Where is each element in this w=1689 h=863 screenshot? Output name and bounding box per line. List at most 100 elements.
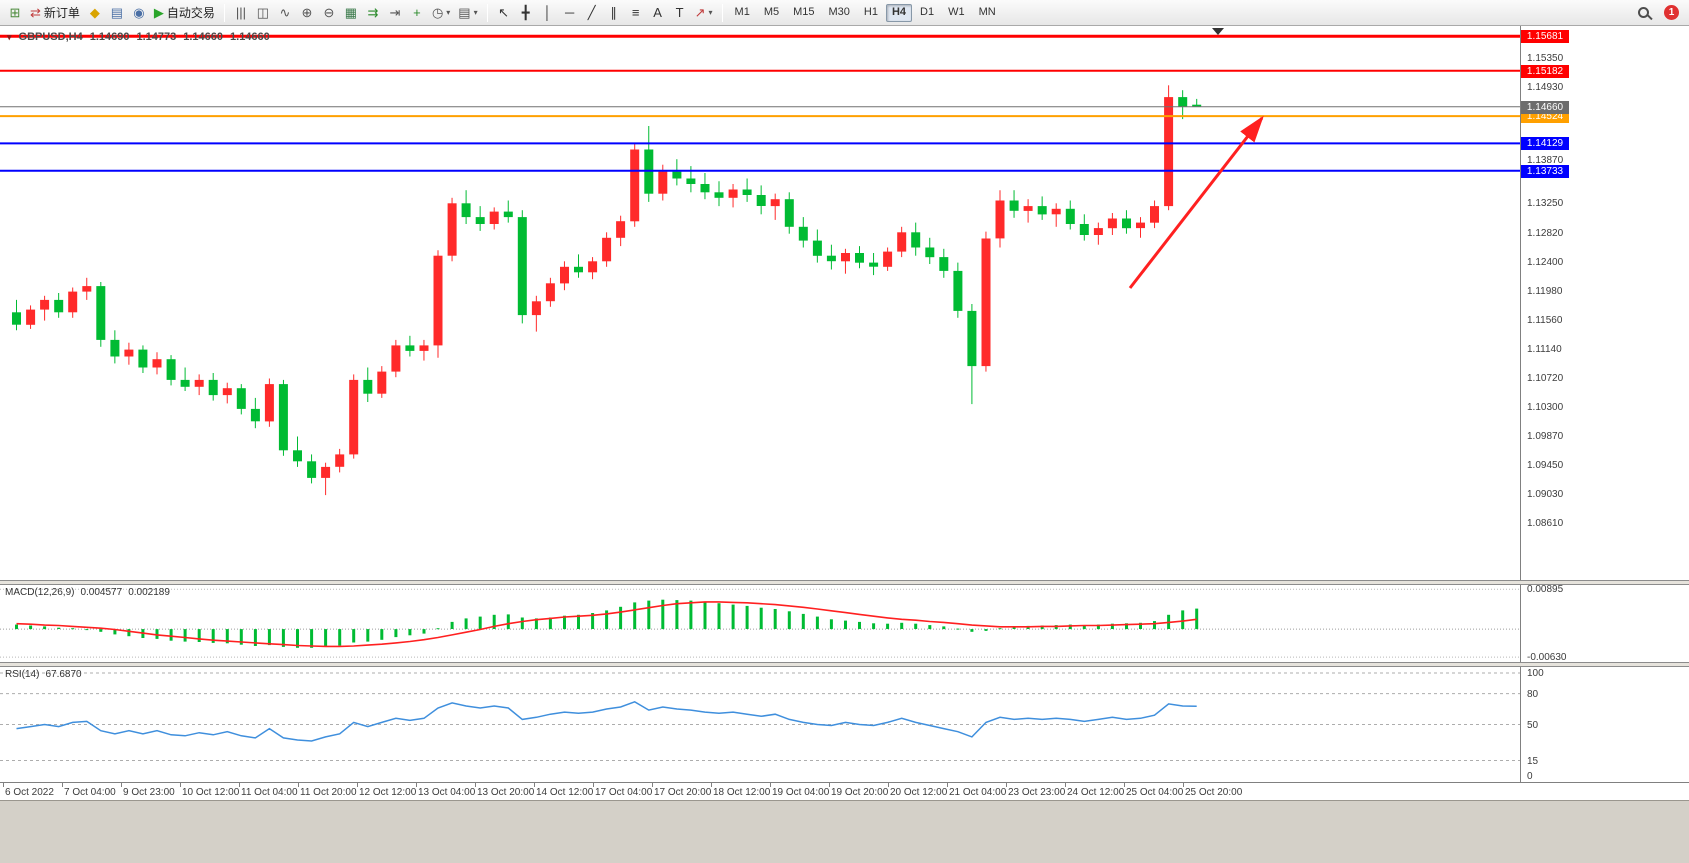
candle-body [883, 251, 893, 267]
pane-divider[interactable] [0, 662, 1689, 667]
bar-shift-marker [1212, 28, 1224, 35]
date-label: 23 Oct 23:00 [1008, 787, 1066, 798]
macd-histogram-bar [169, 629, 173, 641]
toolbar-right-cluster: 1 [1632, 2, 1685, 24]
chart-open: 1.14690 [89, 31, 130, 43]
timeframe-m1-button[interactable]: M1 [734, 5, 750, 18]
candle-body [574, 266, 583, 273]
chart-low: 1.14660 [183, 31, 224, 43]
rsi-pane[interactable] [0, 667, 1520, 782]
vertical-line-button[interactable]: │ [537, 2, 559, 24]
macd-histogram-bar [591, 613, 595, 629]
navigator-button[interactable]: ◉ [128, 2, 150, 24]
periods-button[interactable]: ◷ ▾ [428, 2, 454, 24]
timeframe-h1-button[interactable]: H1 [863, 5, 878, 18]
fibonacci-button[interactable]: ≡ [625, 2, 647, 24]
timeframe-h4-button[interactable]: H4 [885, 3, 913, 22]
date-tick [652, 783, 653, 787]
main-chart-pane[interactable] [0, 26, 1520, 580]
price-axis[interactable] [1520, 26, 1689, 800]
macd-pane[interactable] [0, 585, 1520, 662]
macd-histogram-bar [1040, 625, 1044, 630]
macd-axis-label: 0.00895 [1527, 584, 1564, 595]
candle-body [96, 286, 106, 340]
search-button[interactable] [1632, 2, 1654, 24]
price-axis-label: 1.13870 [1527, 155, 1564, 166]
status-strip [0, 800, 1689, 863]
macd-histogram-bar [127, 629, 131, 637]
line-chart-button[interactable]: ∿ [274, 2, 296, 24]
price-axis-label: 1.11980 [1527, 286, 1563, 297]
price-line-badge: 1.13733 [1521, 165, 1569, 178]
zoom-out-button[interactable]: ⊖ [318, 2, 340, 24]
timeframe-m30-button[interactable]: M30 [828, 5, 850, 18]
new-order-button[interactable]: ⇄ 新订单 [26, 2, 84, 24]
text-label-button[interactable]: T [669, 2, 691, 24]
crosshair-button[interactable]: ╋ [515, 2, 537, 24]
candle-body [700, 184, 710, 193]
indicators-button[interactable]: + [406, 2, 428, 24]
date-label: 19 Oct 20:00 [831, 787, 889, 798]
text-button[interactable]: A [647, 2, 669, 24]
metaeditor-button[interactable]: ◆ [84, 2, 106, 24]
price-axis-label: 1.10720 [1527, 373, 1564, 384]
macd-histogram-bar [422, 629, 426, 634]
macd-histogram-bar [872, 623, 876, 630]
trend-arrow-object[interactable] [1128, 115, 1264, 289]
trendline-button[interactable]: ╱ [581, 2, 603, 24]
macd-histogram-bar [1181, 610, 1185, 630]
macd-histogram-bar [155, 629, 159, 639]
rsi-axis-label: 50 [1527, 720, 1539, 731]
timeframe-d1-button[interactable]: D1 [920, 5, 935, 18]
macd-histogram-bar [197, 629, 201, 642]
timeframe-m5-button[interactable]: M5 [763, 5, 780, 18]
horizontal-line-button[interactable]: ─ [559, 2, 581, 24]
candle-body [869, 262, 879, 267]
fibonacci-icon: ≡ [631, 5, 640, 20]
date-label: 17 Oct 04:00 [595, 787, 653, 798]
text-icon: A [653, 5, 662, 20]
auto-scroll-button[interactable]: ⇉ [362, 2, 384, 24]
timeframe-w1-button[interactable]: W1 [948, 5, 965, 18]
date-label: 11 Oct 20:00 [300, 787, 357, 798]
date-tick [1065, 783, 1066, 787]
channel-button[interactable]: ∥ [603, 2, 625, 24]
candlestick-chart-button[interactable]: ◫ [252, 2, 274, 24]
macd-histogram-bar [394, 629, 398, 638]
macd-histogram-bar [661, 599, 665, 630]
market-depth-button[interactable]: ▦ [340, 2, 362, 24]
templates-button[interactable]: ▤ ▾ [454, 2, 481, 24]
arrows-button[interactable]: ↗ ▾ [691, 2, 717, 24]
price-axis-label: 1.15350 [1527, 53, 1564, 64]
price-axis-label: 1.10300 [1527, 402, 1564, 413]
timeframe-mn-button[interactable]: MN [978, 5, 996, 18]
cursor-button[interactable]: ↖ [493, 2, 515, 24]
caret-down-icon: ▾ [708, 8, 713, 17]
price-axis-label: 1.12400 [1527, 257, 1564, 268]
zoom-in-button[interactable]: ⊕ [296, 2, 318, 24]
new-chart-button[interactable]: ⊞ [4, 2, 26, 24]
autotrading-button[interactable]: ▶ 自动交易 [150, 2, 219, 24]
macd-histogram-bar [43, 626, 47, 630]
macd-chart-svg [0, 588, 1520, 658]
candle-body [475, 217, 485, 224]
date-axis[interactable]: 6 Oct 2022 7 Oct 04:00 9 Oct 23:00 10 Oct 1… [0, 782, 1689, 800]
new-order-label: 新订单 [43, 6, 80, 20]
market-watch-button[interactable]: ▤ [106, 2, 128, 24]
timeframe-m15-button[interactable]: M15 [793, 5, 815, 18]
candle-body [1122, 218, 1131, 229]
rsi-axis-label: 15 [1527, 756, 1539, 767]
candle-body [503, 211, 513, 218]
macd-histogram-bar [689, 600, 693, 630]
bar-chart-button[interactable]: ||| [230, 2, 252, 24]
chart-shift-button[interactable]: ⇥ [384, 2, 406, 24]
candle-body [560, 266, 569, 284]
candle-body [995, 200, 1005, 239]
market-watch-icon: ▤ [110, 5, 124, 20]
macd-histogram-bar [886, 623, 890, 629]
pane-divider[interactable] [0, 580, 1689, 585]
notification-badge[interactable]: 1 [1664, 5, 1679, 20]
date-tick [416, 783, 417, 787]
macd-histogram-bar [520, 617, 524, 630]
date-tick [298, 783, 299, 787]
